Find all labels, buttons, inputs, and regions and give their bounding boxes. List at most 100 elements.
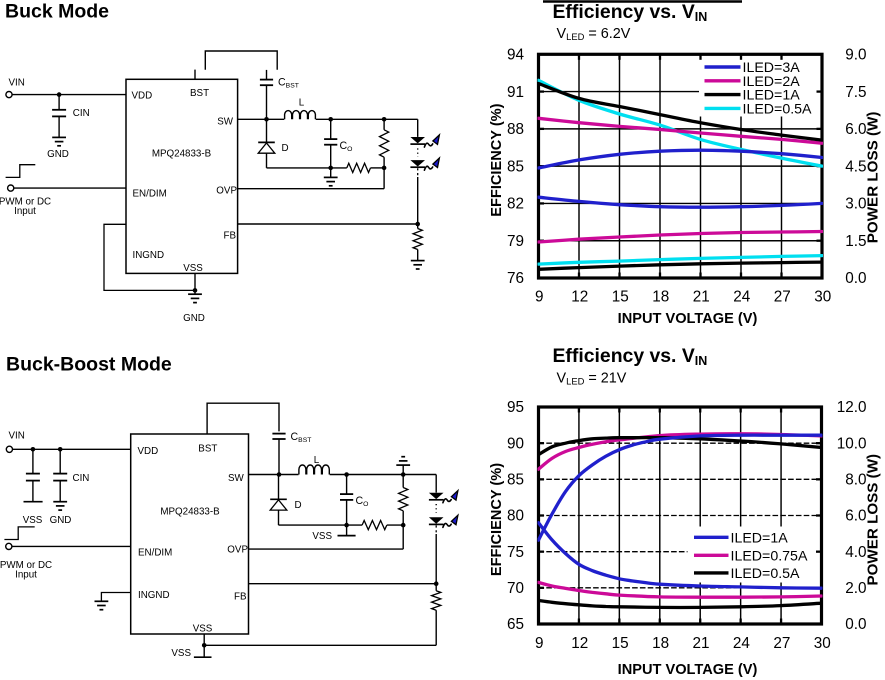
svg-text:Buck-Boost Mode: Buck-Boost Mode [6, 354, 172, 376]
svg-text:15: 15 [612, 289, 629, 306]
svg-text:8.0: 8.0 [845, 472, 866, 489]
svg-text:INGND: INGND [138, 590, 170, 601]
svg-text:Efficiency vs. VIN: Efficiency vs. VIN [553, 345, 708, 368]
svg-text:MPQ24833-B: MPQ24833-B [160, 506, 220, 517]
svg-text:FB: FB [234, 592, 247, 603]
svg-text:75: 75 [507, 544, 524, 561]
svg-text:D: D [295, 500, 302, 511]
svg-text:INGND: INGND [133, 250, 165, 261]
svg-text:18: 18 [652, 289, 669, 306]
svg-text:CO: CO [356, 495, 369, 508]
svg-text:VIN: VIN [9, 77, 25, 88]
svg-text:80: 80 [507, 508, 524, 525]
svg-text:POWER LOSS (W): POWER LOSS (W) [864, 112, 881, 244]
svg-text:10.0: 10.0 [837, 435, 867, 452]
svg-text:85: 85 [507, 158, 524, 175]
svg-text:15: 15 [612, 635, 629, 652]
svg-text:EFFICIENCY (%): EFFICIENCY (%) [489, 463, 505, 576]
svg-text:ILED=0.5A: ILED=0.5A [731, 566, 801, 582]
svg-text:12: 12 [571, 635, 588, 652]
svg-text:27: 27 [773, 635, 790, 652]
svg-text:9: 9 [535, 289, 544, 306]
svg-text:CIN: CIN [73, 108, 90, 119]
svg-text:6.0: 6.0 [845, 121, 866, 138]
svg-text:VLED = 6.2V: VLED = 6.2V [557, 26, 631, 42]
svg-text:70: 70 [507, 580, 524, 597]
svg-text:1.5: 1.5 [845, 233, 866, 250]
svg-text:EN/DIM: EN/DIM [133, 188, 167, 199]
svg-text:BST: BST [190, 88, 209, 99]
svg-text:3.0: 3.0 [845, 196, 866, 213]
svg-text:82: 82 [507, 196, 524, 213]
svg-text:90: 90 [507, 435, 524, 452]
svg-text:D: D [282, 143, 289, 154]
svg-text:85: 85 [507, 472, 524, 489]
svg-text:2.0: 2.0 [845, 580, 866, 597]
svg-text:INPUT VOLTAGE (V): INPUT VOLTAGE (V) [618, 311, 758, 327]
svg-text:MPQ24833-B: MPQ24833-B [152, 148, 212, 159]
svg-text:CIN: CIN [73, 473, 90, 484]
svg-text:Efficiency vs. VIN: Efficiency vs. VIN [553, 1, 708, 24]
svg-text:95: 95 [507, 399, 524, 416]
svg-text:VSS: VSS [23, 515, 43, 526]
svg-text:21: 21 [693, 289, 710, 306]
svg-text:Input: Input [15, 569, 37, 580]
svg-text:88: 88 [507, 121, 524, 138]
svg-text:0.0: 0.0 [845, 270, 866, 287]
svg-text:ILED=1A: ILED=1A [743, 88, 801, 104]
svg-text:POWER LOSS (W): POWER LOSS (W) [864, 454, 881, 586]
svg-text:SW: SW [217, 117, 234, 128]
svg-text:FB: FB [223, 231, 236, 242]
svg-text:VIN: VIN [9, 430, 25, 441]
svg-text:0.0: 0.0 [845, 616, 866, 633]
svg-text:4.0: 4.0 [845, 544, 866, 561]
svg-text:12.0: 12.0 [837, 399, 867, 416]
svg-text:76: 76 [507, 270, 524, 287]
svg-text:PWM or DC: PWM or DC [0, 560, 52, 571]
svg-text:27: 27 [774, 289, 791, 306]
svg-text:7.5: 7.5 [845, 84, 866, 101]
svg-text:9: 9 [535, 635, 544, 652]
svg-text:GND: GND [47, 149, 69, 160]
svg-text:CBST: CBST [291, 431, 312, 444]
svg-text:ILED=3A: ILED=3A [743, 60, 801, 76]
svg-text:21: 21 [693, 635, 710, 652]
svg-text:L: L [299, 97, 305, 108]
svg-text:ILED=2A: ILED=2A [743, 74, 801, 90]
svg-text:65: 65 [507, 616, 524, 633]
svg-text:GND: GND [183, 313, 205, 324]
svg-text:12: 12 [571, 289, 588, 306]
svg-text:Buck Mode: Buck Mode [5, 1, 109, 23]
svg-text:PWM or DC: PWM or DC [0, 197, 51, 208]
svg-text:OVP: OVP [216, 186, 237, 197]
svg-text:ILED=0.5A: ILED=0.5A [743, 101, 813, 117]
svg-text:24: 24 [733, 289, 751, 306]
svg-text:VLED = 21V: VLED = 21V [557, 370, 627, 386]
svg-text:OVP: OVP [227, 545, 248, 556]
svg-text:Input: Input [14, 206, 36, 217]
svg-text:79: 79 [507, 233, 524, 250]
svg-text:30: 30 [814, 289, 831, 306]
svg-text:VDD: VDD [132, 90, 153, 101]
svg-text:6.0: 6.0 [845, 508, 866, 525]
svg-text:ILED=0.75A: ILED=0.75A [731, 548, 808, 564]
svg-text:30: 30 [814, 635, 831, 652]
svg-text:L: L [314, 455, 320, 466]
svg-text:VSS: VSS [183, 263, 203, 274]
svg-text:ILED=1A: ILED=1A [731, 530, 789, 546]
svg-text:VSS: VSS [312, 531, 332, 542]
svg-text:VSS: VSS [171, 648, 191, 659]
svg-text:18: 18 [652, 635, 669, 652]
svg-text:94: 94 [507, 47, 525, 64]
svg-text:VDD: VDD [138, 446, 159, 457]
svg-text:4.5: 4.5 [845, 158, 866, 175]
svg-text:GND: GND [50, 515, 72, 526]
svg-text:EN/DIM: EN/DIM [138, 548, 172, 559]
svg-text:CO: CO [340, 140, 353, 153]
svg-text:BST: BST [198, 443, 217, 454]
svg-text:SW: SW [228, 473, 245, 484]
svg-text:INPUT VOLTAGE (V): INPUT VOLTAGE (V) [618, 662, 758, 678]
svg-text:VSS: VSS [193, 624, 213, 635]
svg-text:24: 24 [733, 635, 751, 652]
svg-text:9.0: 9.0 [845, 47, 866, 64]
